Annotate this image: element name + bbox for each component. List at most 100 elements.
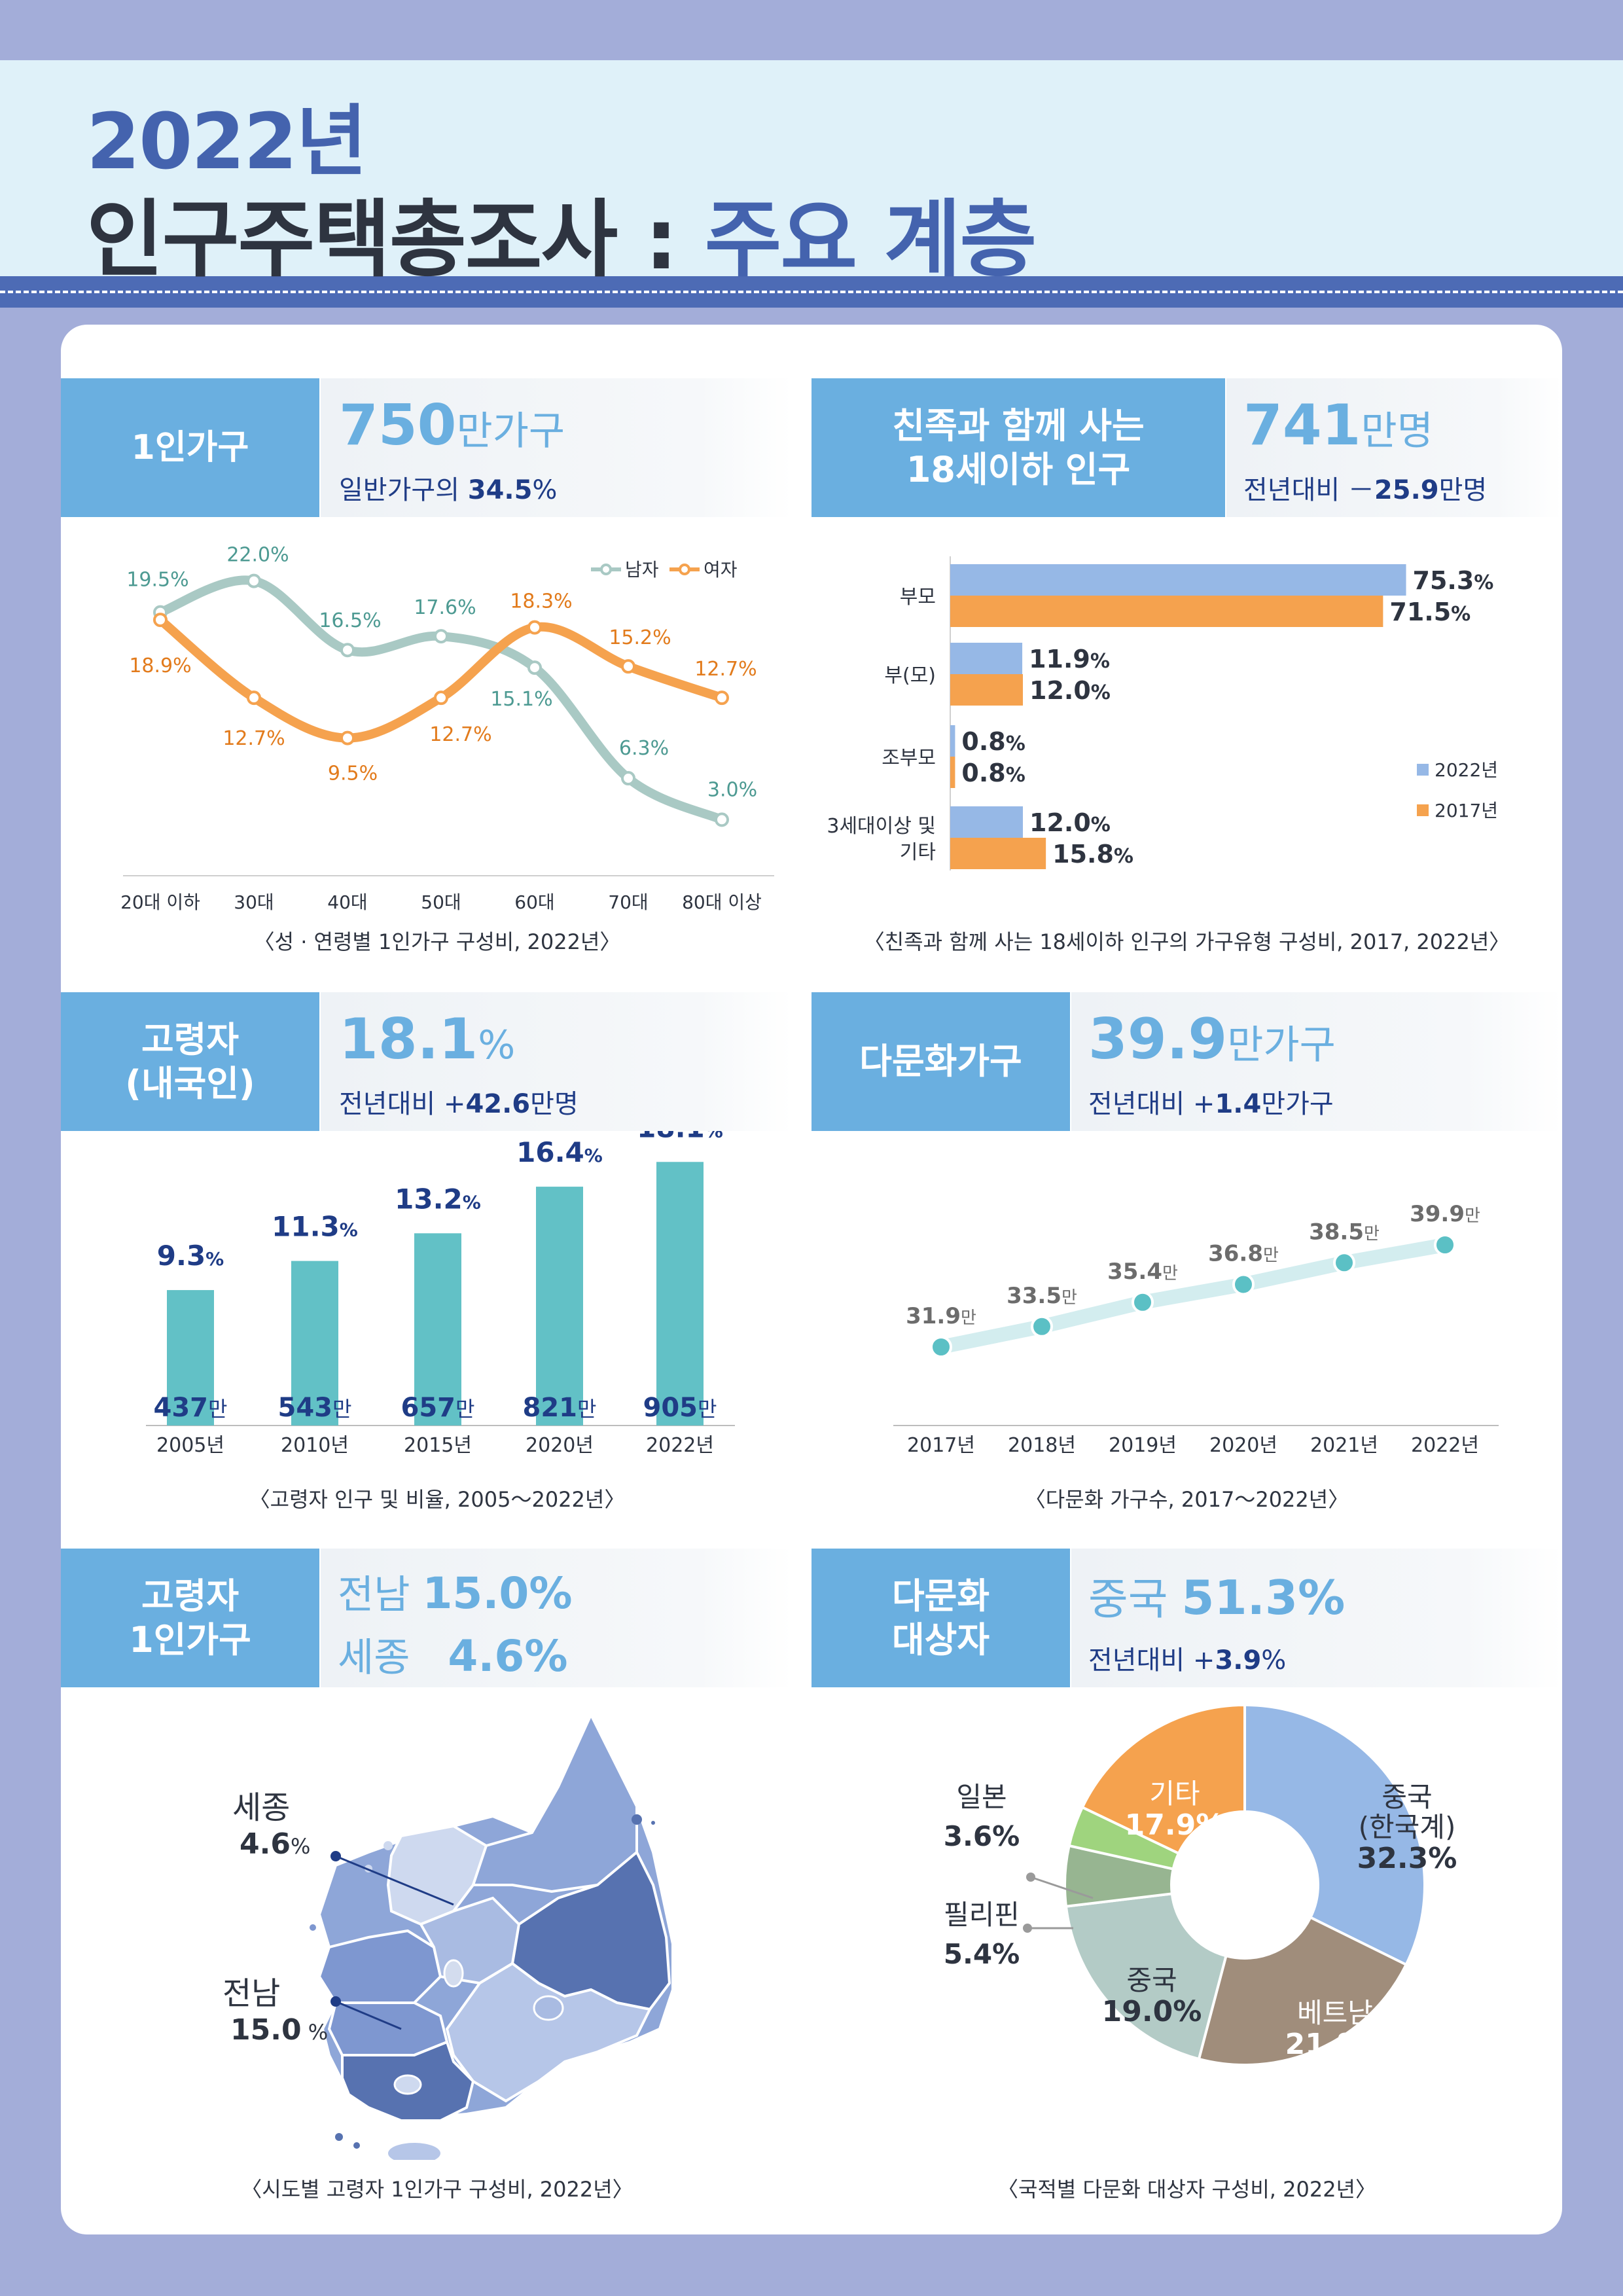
data-point [340, 643, 355, 658]
data-label: 17.6% [414, 596, 476, 619]
s3-label: 고령자 (내국인) [61, 992, 319, 1131]
callout-sejong-line [335, 1855, 454, 1906]
data-label: 31.9만 [906, 1303, 976, 1329]
s6-sub: 전년대비 +3.9% [1088, 1639, 1286, 1677]
s3-unit: % [478, 1022, 516, 1068]
bar-value-label: 12.0% [1029, 676, 1111, 705]
s3-sub: 전년대비 +42.6만명 [339, 1083, 579, 1121]
data-label: 18.3% [510, 590, 572, 613]
s1-unit: 만가구 [456, 408, 565, 454]
data-point [715, 812, 729, 827]
data-label: 12.7% [429, 723, 491, 746]
data-label: 12.7% [223, 727, 285, 750]
data-label: 39.9만 [1410, 1201, 1480, 1227]
data-point [1434, 1234, 1456, 1256]
data-label: 12.7% [694, 658, 757, 681]
x-tick-label: 2019년 [1109, 1434, 1177, 1457]
population-label: 905만 [643, 1393, 717, 1423]
s2-sub-value: 25.9 [1374, 475, 1439, 505]
data-label: 22.0% [226, 544, 289, 567]
category-label: 3세대이상 및 [827, 815, 936, 838]
bar-value-label: 11.9% [1029, 645, 1110, 673]
callout-dot [1026, 1873, 1035, 1882]
data-label: 36.8만 [1208, 1240, 1279, 1266]
slice-value: 21.8% [1285, 2028, 1385, 2061]
bar-2022 [950, 806, 1023, 838]
map-jeonbuk [327, 2001, 449, 2056]
elder-bar [414, 1233, 461, 1426]
map-island-4 [335, 2133, 343, 2141]
bar-2022 [950, 725, 955, 757]
map-daegu [533, 1995, 564, 2021]
s4-sub: 전년대비 +1.4만가구 [1088, 1083, 1334, 1121]
s2-sub-unit: 만명 [1438, 475, 1488, 505]
s3-chart: 9.3% 437만 2005년 11.3% 543만 2010년 13.2% 657만 2015… [146, 1131, 735, 1457]
ratio-label: 13.2% [395, 1183, 481, 1215]
data-point [1031, 1315, 1053, 1338]
s1-sub-unit: % [532, 475, 558, 505]
s2-unit: 만명 [1361, 408, 1433, 454]
s5-label-line1: 고령자 [141, 1575, 240, 1617]
s4-label: 다문화가구 [812, 992, 1070, 1131]
legend-label-1: 2017년 [1435, 800, 1498, 821]
header-band [0, 60, 1623, 276]
x-tick-label: 40대 [327, 891, 367, 913]
s5-row2-value: 4.6% [448, 1631, 568, 1681]
s6-chart: 중국(한국계)32.3%베트남21.8%중국19.0%기타17.9%일본3.6%… [944, 1703, 1457, 2066]
population-label: 657만 [401, 1393, 475, 1423]
category-label: 부(모) [884, 664, 936, 687]
ratio-label: 9.3% [157, 1240, 224, 1272]
bar-2022 [950, 564, 1406, 596]
s3-info: 18.1% 전년대비 +42.6만명 [321, 992, 792, 1131]
s2-caption: 〈친족과 함께 사는 18세이하 인구의 가구유형 구성비, 2017, 202… [863, 929, 1510, 954]
korea-map [310, 1712, 674, 2160]
s3-label-line2: (내국인) [125, 1063, 255, 1104]
x-tick-label: 2010년 [281, 1434, 349, 1457]
data-point [527, 620, 542, 635]
x-tick-label: 20대 이하 [120, 891, 200, 913]
s4-value: 39.9 [1088, 1007, 1228, 1072]
data-point [340, 730, 355, 745]
s4-sub-unit: 만가구 [1261, 1089, 1334, 1119]
elder-bar [656, 1162, 704, 1426]
legend-label-0: 2022년 [1435, 759, 1498, 781]
map-chungnam [317, 1929, 442, 2004]
s1-sub-pre: 일반가구의 [339, 475, 468, 505]
callout-jeonnam-num: 15.0 [230, 2013, 302, 2047]
data-point [715, 691, 729, 706]
s5-row2: 세종 4.6% [338, 1626, 567, 1683]
x-tick-label: 30대 [234, 891, 274, 913]
data-label: 33.5만 [1007, 1283, 1077, 1309]
data-point [621, 771, 635, 786]
title-year: 2022년 [86, 96, 367, 187]
callout-sejong-name: 세종 [232, 1789, 291, 1826]
s3-sub-unit: 만명 [530, 1089, 579, 1119]
population-label: 543만 [278, 1393, 352, 1423]
s5-label: 고령자 1인가구 [61, 1549, 319, 1687]
data-label: 35.4만 [1107, 1259, 1178, 1285]
bar-value-label: 71.5% [1389, 598, 1471, 626]
s4-sub-value: 1.4 [1215, 1089, 1262, 1119]
bar-value-label: 75.3% [1413, 566, 1494, 595]
elder-bar [167, 1290, 214, 1426]
bar-value-label: 0.8% [961, 759, 1025, 787]
s1-headline: 750만가구 [339, 393, 565, 458]
bar-2017 [950, 596, 1383, 627]
s2-label-line2: 18세이하 인구 [906, 449, 1131, 490]
slice-value: 5.4% [944, 1938, 1020, 1970]
s6-caption: 〈국적별 다문화 대상자 구성비, 2022년〉 [997, 2177, 1377, 2202]
series-line [934, 1238, 1452, 1354]
data-label: 19.5% [126, 569, 188, 592]
data-label: 3.0% [707, 778, 757, 801]
page-title: 인구주택총조사 : 주요 계층 [86, 171, 1037, 293]
data-label: 9.5% [328, 762, 378, 785]
data-point [930, 1336, 952, 1358]
title-accent: 주요 계층 [704, 191, 1037, 289]
data-label: 38.5만 [1309, 1219, 1380, 1245]
s4-unit: 만가구 [1227, 1022, 1336, 1068]
callout-jeonnam-line [335, 2000, 402, 2030]
legend-marker-1 [679, 564, 690, 575]
slice-name: 베트남 [1297, 1997, 1373, 2029]
s6-info: 중국 51.3% 전년대비 +3.9% [1071, 1549, 1562, 1687]
s6-label-line1: 다문화 [891, 1575, 990, 1617]
